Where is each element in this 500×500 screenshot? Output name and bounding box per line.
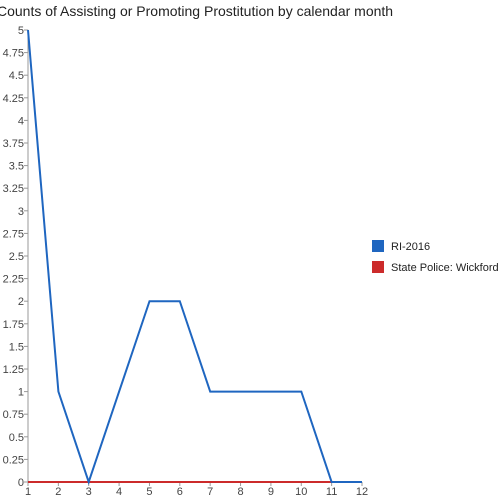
series-line-ri-2016 — [28, 30, 362, 482]
y-axis-ticks: 0 0.25 0.5 0.75 1 1.25 1.5 1.75 2 2.25 2.5 2.75 3 3.2… — [3, 25, 28, 489]
x-axis-ticks: 1 2 3 4 5 6 7 8 9 10 11 12 — [25, 482, 368, 498]
y-tick-label: 3.5 — [9, 161, 24, 173]
y-tick-label: 2.5 — [9, 251, 24, 263]
y-tick-label: 3.75 — [3, 138, 24, 150]
x-tick-label: 8 — [237, 486, 243, 498]
y-tick-label: 4.5 — [9, 70, 24, 82]
x-tick-label: 10 — [295, 486, 307, 498]
y-tick-label: 3 — [18, 206, 24, 218]
legend-swatch — [372, 261, 384, 273]
legend-label: State Police: Wickford — [391, 262, 499, 274]
x-tick-label: 11 — [326, 486, 337, 498]
x-tick-label: 7 — [207, 486, 213, 498]
y-tick-label: 1 — [18, 387, 24, 399]
legend: RI-2016 State Police: Wickford — [372, 240, 499, 274]
y-tick-label: 2.25 — [3, 274, 24, 286]
x-tick-label: 1 — [25, 486, 31, 498]
y-tick-label: 5 — [18, 25, 24, 37]
x-tick-label: 4 — [116, 486, 122, 498]
y-tick-label: 4.75 — [3, 48, 24, 60]
y-tick-label: 2 — [18, 296, 24, 308]
chart-title: Counts of Assisting or Promoting Prostit… — [0, 3, 393, 19]
y-tick-label: 1.5 — [9, 341, 24, 353]
y-tick-label: 4 — [18, 115, 24, 127]
y-tick-label: 0.75 — [3, 409, 24, 421]
legend-swatch — [372, 240, 384, 252]
y-tick-label: 0.25 — [3, 454, 24, 466]
legend-label: RI-2016 — [391, 241, 430, 253]
y-tick-label: 2.75 — [3, 228, 24, 240]
x-tick-label: 3 — [86, 486, 92, 498]
x-tick-label: 9 — [268, 486, 274, 498]
x-tick-label: 12 — [356, 486, 368, 498]
y-tick-label: 0.5 — [9, 432, 24, 444]
y-tick-label: 1.25 — [3, 364, 24, 376]
series-lines — [28, 30, 362, 482]
y-tick-label: 1.75 — [3, 319, 24, 331]
y-tick-label: 0 — [18, 477, 24, 489]
x-tick-label: 5 — [146, 486, 152, 498]
x-tick-label: 6 — [177, 486, 183, 498]
y-tick-label: 4.25 — [3, 93, 24, 105]
y-tick-label: 3.25 — [3, 183, 24, 195]
x-tick-label: 2 — [55, 486, 61, 498]
